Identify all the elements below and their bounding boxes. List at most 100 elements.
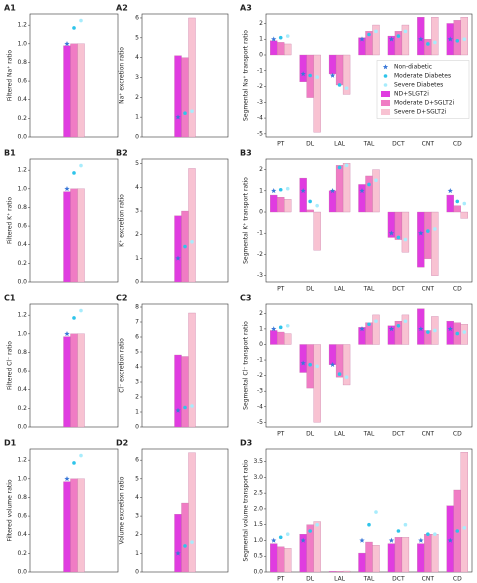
bar bbox=[424, 534, 432, 573]
x-tick-label: LAL bbox=[334, 576, 346, 583]
bar bbox=[63, 481, 71, 573]
bar bbox=[77, 188, 85, 283]
x-tick-label: DCT bbox=[392, 431, 405, 438]
marker-point bbox=[271, 537, 277, 543]
y-tick-label: 0.2 bbox=[17, 260, 27, 267]
y-tick-label: 6 bbox=[135, 457, 139, 464]
legend-swatch bbox=[381, 109, 390, 115]
y-tick-label: 3 bbox=[135, 74, 139, 81]
bar bbox=[394, 537, 403, 573]
y-tick-label: -5 bbox=[257, 130, 263, 137]
panel-title: D3 bbox=[240, 439, 252, 448]
y-axis-label: Filtered Cl⁻ ratio bbox=[7, 341, 14, 390]
x-tick-label: PT bbox=[277, 431, 285, 438]
marker-point bbox=[183, 244, 187, 249]
y-tick-label: 0.4 bbox=[17, 386, 27, 393]
marker-point bbox=[426, 330, 430, 334]
bar bbox=[342, 163, 351, 213]
y-tick-label: 4 bbox=[135, 364, 139, 371]
plot-area bbox=[265, 303, 473, 428]
bar bbox=[284, 43, 292, 56]
y-tick-label: 5 bbox=[135, 34, 139, 41]
marker-point bbox=[337, 372, 342, 376]
y-tick-label: 0 bbox=[259, 52, 263, 59]
y-tick-label: 0.0 bbox=[253, 569, 263, 576]
bar bbox=[299, 177, 307, 213]
bar bbox=[387, 543, 396, 573]
marker-point bbox=[72, 461, 76, 465]
bar bbox=[417, 17, 425, 56]
y-tick-label: -5 bbox=[257, 419, 263, 426]
marker-point bbox=[308, 529, 312, 533]
marker-point bbox=[329, 72, 336, 78]
bar bbox=[372, 314, 380, 345]
marker-point bbox=[300, 188, 306, 194]
x-tick-label: TAL bbox=[363, 286, 375, 293]
bar bbox=[394, 211, 403, 240]
x-tick-label: DL bbox=[306, 286, 315, 293]
x-tick-label: LAL bbox=[334, 141, 346, 148]
y-axis-label: K⁺ excretion ratio bbox=[119, 194, 126, 247]
bar bbox=[77, 43, 85, 138]
y-tick-label: -3 bbox=[257, 99, 263, 106]
y-tick-label: 2 bbox=[135, 394, 139, 401]
legend-box bbox=[376, 60, 470, 119]
y-tick-label: 0.8 bbox=[17, 204, 27, 211]
y-tick-label: 0.4 bbox=[17, 241, 27, 248]
x-tick-label: CD bbox=[453, 576, 462, 583]
y-tick-label: 4 bbox=[135, 494, 139, 501]
y-tick-label: 8 bbox=[135, 304, 139, 311]
y-tick-label: 0.0 bbox=[17, 279, 27, 286]
y-axis-label: Segmental K⁺ transport ratio bbox=[243, 177, 250, 264]
marker-point bbox=[64, 186, 70, 192]
x-tick-label: CNT bbox=[422, 286, 435, 293]
panel-title: B3 bbox=[240, 149, 252, 158]
marker-point bbox=[433, 532, 437, 536]
y-tick-label: 1 bbox=[259, 36, 263, 43]
marker-point bbox=[72, 171, 76, 175]
y-tick-label: 1 bbox=[259, 187, 263, 194]
marker-point bbox=[396, 323, 401, 328]
y-tick-label: 1 bbox=[259, 325, 263, 332]
marker-point bbox=[374, 319, 378, 323]
marker-point bbox=[337, 83, 342, 87]
y-tick-label: -4 bbox=[257, 115, 263, 122]
marker-point bbox=[344, 86, 349, 90]
marker-point bbox=[426, 42, 430, 46]
y-axis-label: Filtered volume ratio bbox=[7, 479, 14, 541]
y-tick-label: -1 bbox=[257, 357, 263, 364]
panel-title: D2 bbox=[116, 439, 128, 448]
x-tick-label: DL bbox=[306, 431, 315, 438]
marker-point bbox=[308, 199, 312, 204]
legend-label: Moderate Diabetes bbox=[394, 73, 451, 80]
marker-point bbox=[79, 453, 83, 458]
marker-point bbox=[285, 34, 290, 38]
y-tick-label: 0.2 bbox=[17, 405, 27, 412]
y-tick-label: 1.0 bbox=[17, 40, 27, 47]
y-tick-label: 1.2 bbox=[17, 457, 27, 464]
bar bbox=[77, 478, 85, 573]
marker-point bbox=[315, 75, 319, 79]
y-tick-label: 1.0 bbox=[17, 330, 27, 337]
panel-title: C1 bbox=[4, 294, 16, 303]
marker-point bbox=[285, 186, 290, 191]
bar bbox=[270, 40, 278, 56]
y-axis-label: Segmental Na⁺ transport ratio bbox=[243, 30, 250, 121]
bar bbox=[446, 320, 454, 345]
legend-swatch bbox=[381, 100, 390, 106]
marker-point bbox=[388, 537, 395, 543]
bar bbox=[188, 17, 196, 138]
bar bbox=[460, 452, 468, 573]
marker-point bbox=[462, 201, 467, 206]
marker-point bbox=[396, 529, 401, 533]
y-tick-label: 1 bbox=[135, 550, 139, 557]
bar bbox=[401, 537, 410, 573]
bar bbox=[328, 54, 337, 75]
y-axis-label: Segmental volume transport ratio bbox=[243, 459, 250, 561]
bar bbox=[284, 548, 292, 573]
legend-label: Moderate D+SGLT2i bbox=[394, 100, 455, 107]
legend-marker bbox=[382, 64, 389, 70]
y-tick-label: 0.0 bbox=[17, 424, 27, 431]
marker-point bbox=[418, 537, 424, 543]
